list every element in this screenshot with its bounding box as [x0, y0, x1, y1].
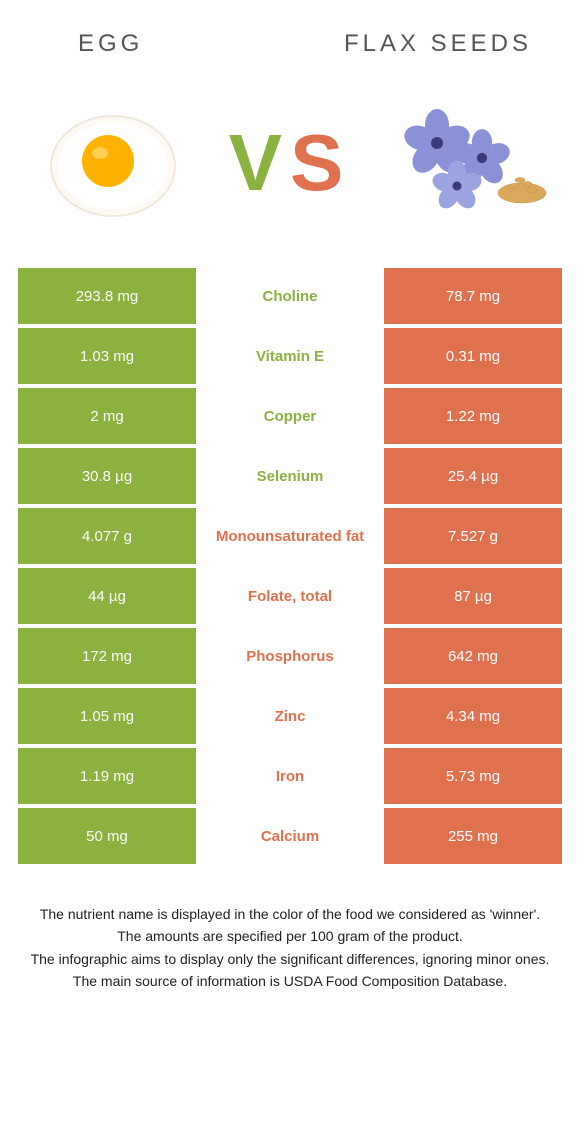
- table-row: 1.03 mgVitamin E0.31 mg: [18, 328, 562, 384]
- left-food-title: Egg: [78, 30, 143, 58]
- table-row: 1.05 mgZinc4.34 mg: [18, 688, 562, 744]
- egg-value-cell: 1.05 mg: [18, 688, 196, 744]
- footnote-line: The nutrient name is displayed in the co…: [22, 904, 558, 924]
- vs-s-char: S: [290, 118, 351, 207]
- flax-value-cell: 5.73 mg: [384, 748, 562, 804]
- egg-value-cell: 30.8 µg: [18, 448, 196, 504]
- nutrient-name-cell: Folate, total: [200, 568, 380, 624]
- hero-row: VS: [18, 78, 562, 268]
- egg-value-cell: 44 µg: [18, 568, 196, 624]
- nutrient-name-cell: Calcium: [200, 808, 380, 864]
- egg-value-cell: 2 mg: [18, 388, 196, 444]
- flax-value-cell: 255 mg: [384, 808, 562, 864]
- flax-value-cell: 4.34 mg: [384, 688, 562, 744]
- flax-value-cell: 78.7 mg: [384, 268, 562, 324]
- footnote-line: The amounts are specified per 100 gram o…: [22, 926, 558, 946]
- egg-value-cell: 50 mg: [18, 808, 196, 864]
- nutrient-name-cell: Iron: [200, 748, 380, 804]
- nutrient-name-cell: Vitamin E: [200, 328, 380, 384]
- flax-value-cell: 0.31 mg: [384, 328, 562, 384]
- nutrient-name-cell: Selenium: [200, 448, 380, 504]
- nutrient-name-cell: Zinc: [200, 688, 380, 744]
- nutrient-name-cell: Choline: [200, 268, 380, 324]
- flax-value-cell: 7.527 g: [384, 508, 562, 564]
- table-row: 50 mgCalcium255 mg: [18, 808, 562, 864]
- flax-value-cell: 642 mg: [384, 628, 562, 684]
- nutrient-name-cell: Copper: [200, 388, 380, 444]
- header-titles: Egg Flax seeds: [18, 20, 562, 78]
- table-row: 293.8 mgCholine78.7 mg: [18, 268, 562, 324]
- footnotes: The nutrient name is displayed in the co…: [18, 904, 562, 991]
- nutrient-comparison-table: 293.8 mgCholine78.7 mg1.03 mgVitamin E0.…: [18, 268, 562, 864]
- nutrient-name-cell: Phosphorus: [200, 628, 380, 684]
- vs-v-char: V: [229, 118, 290, 207]
- egg-value-cell: 293.8 mg: [18, 268, 196, 324]
- flax-value-cell: 87 µg: [384, 568, 562, 624]
- footnote-line: The infographic aims to display only the…: [22, 949, 558, 969]
- egg-value-cell: 1.03 mg: [18, 328, 196, 384]
- egg-value-cell: 1.19 mg: [18, 748, 196, 804]
- footnote-line: The main source of information is USDA F…: [22, 971, 558, 991]
- flax-image: [382, 88, 552, 238]
- table-row: 44 µgFolate, total87 µg: [18, 568, 562, 624]
- egg-image: [28, 88, 198, 238]
- flax-value-cell: 1.22 mg: [384, 388, 562, 444]
- flax-value-cell: 25.4 µg: [384, 448, 562, 504]
- table-row: 2 mgCopper1.22 mg: [18, 388, 562, 444]
- egg-value-cell: 4.077 g: [18, 508, 196, 564]
- right-food-title: Flax seeds: [344, 30, 532, 58]
- nutrient-name-cell: Monounsaturated fat: [200, 508, 380, 564]
- egg-value-cell: 172 mg: [18, 628, 196, 684]
- table-row: 30.8 µgSelenium25.4 µg: [18, 448, 562, 504]
- table-row: 1.19 mgIron5.73 mg: [18, 748, 562, 804]
- table-row: 172 mgPhosphorus642 mg: [18, 628, 562, 684]
- vs-label: VS: [229, 123, 352, 203]
- table-row: 4.077 gMonounsaturated fat7.527 g: [18, 508, 562, 564]
